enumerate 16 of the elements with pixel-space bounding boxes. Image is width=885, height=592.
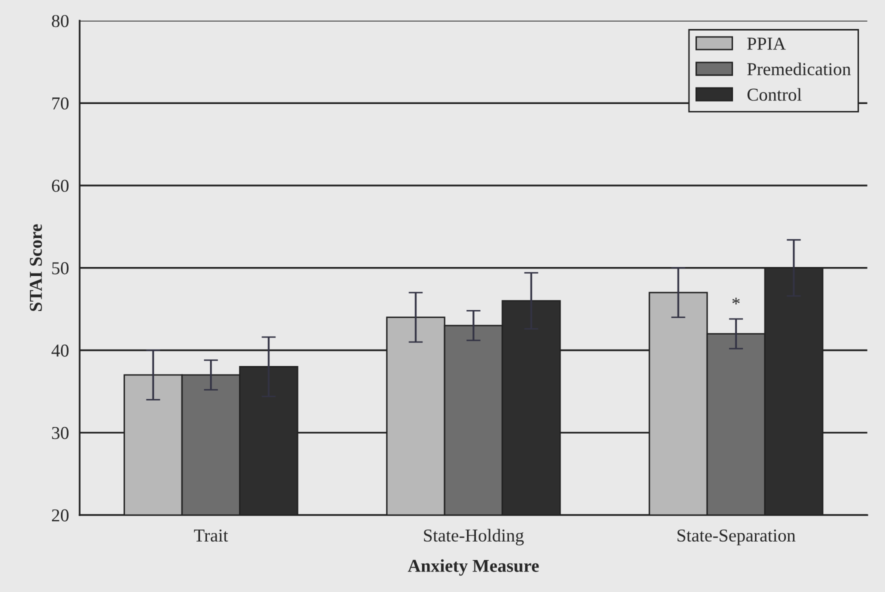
y-tick-label: 70 [52,97,69,110]
legend-label: Premedication [747,62,851,76]
legend-label: Control [748,88,802,101]
legend-label: PPIA [747,38,786,50]
x-tick-label: State-Holding [424,528,524,546]
y-tick-label: 20 [52,509,69,522]
annotation: * [732,298,740,304]
y-axis-title: STAI Score [30,224,42,311]
x-tick-label: State-Separation [678,530,796,546]
y-tick-label: 80 [52,14,69,28]
y-tick-label: 50 [52,262,69,274]
y-tick-label: 60 [52,180,69,192]
x-axis-title: Anxiety Measure [408,559,539,576]
x-tick-label: Trait [194,530,228,542]
y-tick-label: 40 [52,344,69,357]
y-tick-label: 30 [52,426,69,440]
